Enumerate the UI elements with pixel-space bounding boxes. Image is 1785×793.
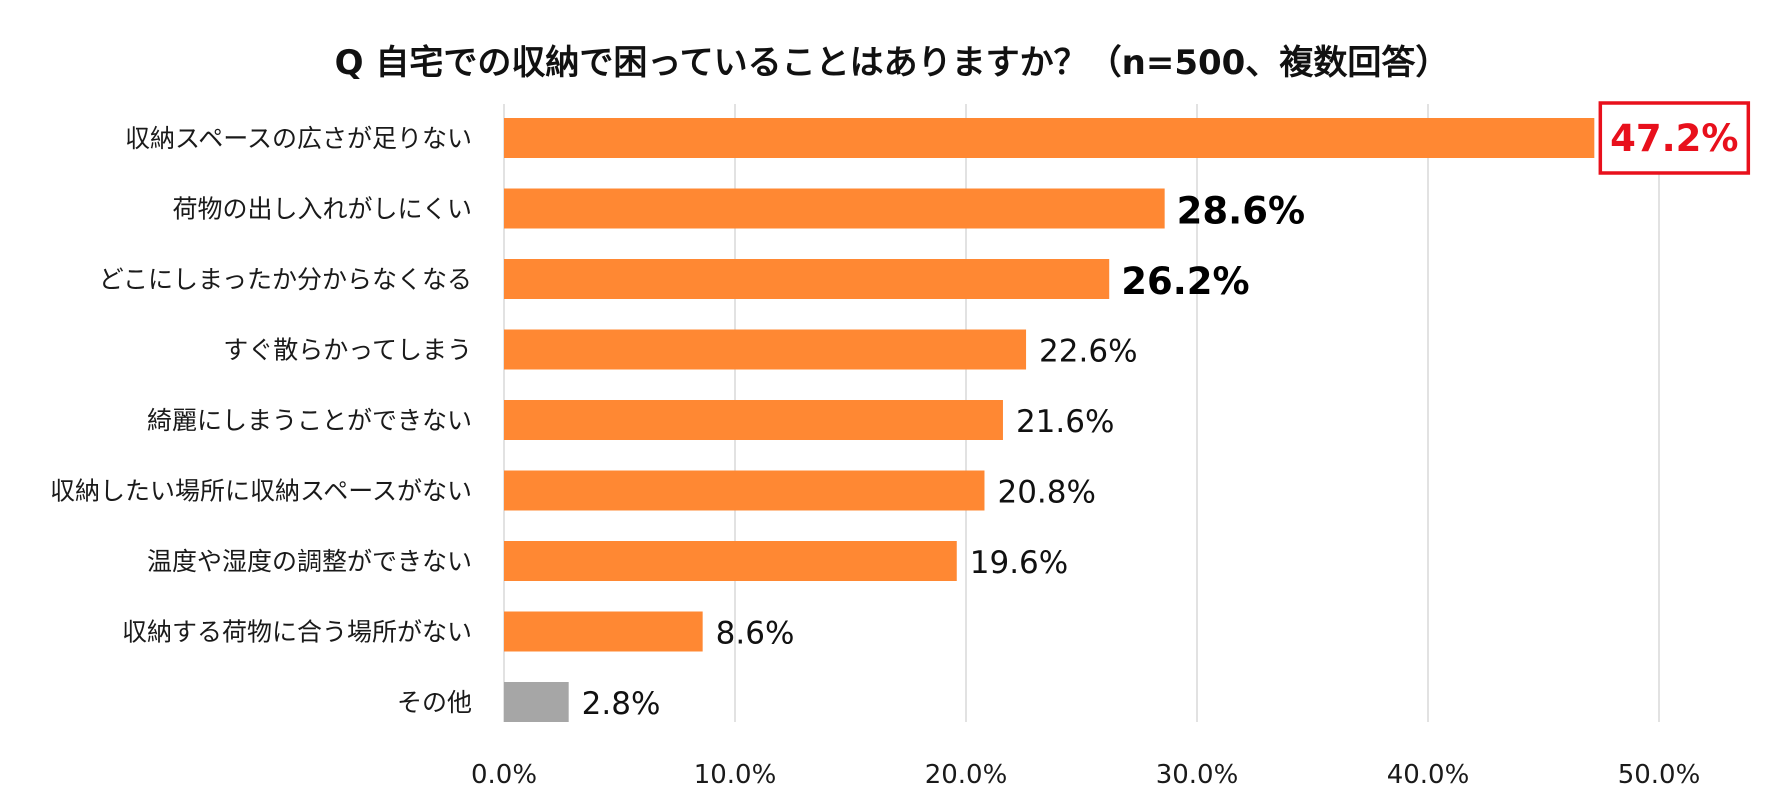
category-label: 収納したい場所に収納スペースがない (50, 477, 472, 506)
bar (504, 400, 1003, 440)
value-labels: 47.2% 28.6% 26.2% 22.6% 21.6% 20.8% 19.6% 8.6% 2… (582, 101, 1751, 722)
value-label: 47.2% (1610, 117, 1738, 160)
bar (504, 118, 1595, 158)
value-label: 8.6% (716, 616, 795, 652)
bar (504, 470, 985, 511)
value-label: 20.8% (997, 475, 1095, 511)
category-labels: 収納スペースの広さが足りない荷物の出し入れがしにくいどこにしまったか分からなくな… (50, 124, 472, 717)
value-label: 22.6% (1039, 334, 1137, 370)
value-label: 26.2% (1121, 260, 1249, 303)
x-tick-label: 30.0% (1156, 760, 1239, 790)
bar (504, 259, 1110, 299)
category-label: 収納スペースの広さが足りない (125, 124, 472, 153)
x-tick-label: 50.0% (1618, 760, 1701, 790)
category-label: 綺麗にしまうことができない (147, 406, 472, 435)
category-label: 温度や湿度の調整ができない (147, 547, 472, 576)
category-label: 収納する荷物に合う場所がない (122, 618, 472, 647)
category-label: その他 (397, 688, 472, 717)
bar (504, 329, 1027, 370)
chart-title: Q 自宅での収納で困っていることはありますか？（n=500、複数回答） (335, 43, 1450, 83)
bar (504, 188, 1165, 229)
x-tick-label: 40.0% (1387, 760, 1470, 790)
bar (504, 611, 703, 652)
highlight-box (1598, 101, 1751, 175)
bar (504, 682, 569, 722)
category-label: すぐ散らかってしまう (223, 336, 472, 365)
value-label: 2.8% (582, 686, 661, 722)
category-label: どこにしまったか分からなくなる (99, 265, 472, 294)
x-axis-tick-labels: 0.0% 10.0% 20.0% 30.0% 40.0% 50.0% (471, 760, 1700, 790)
bars (504, 118, 1595, 722)
x-tick-label: 10.0% (694, 760, 777, 790)
value-label: 21.6% (1016, 404, 1114, 440)
value-label: 28.6% (1177, 190, 1305, 233)
bar (504, 541, 957, 581)
x-tick-label: 20.0% (925, 760, 1008, 790)
x-tick-label: 0.0% (471, 760, 537, 790)
value-label: 19.6% (970, 545, 1068, 581)
category-label: 荷物の出し入れがしにくい (172, 195, 472, 224)
